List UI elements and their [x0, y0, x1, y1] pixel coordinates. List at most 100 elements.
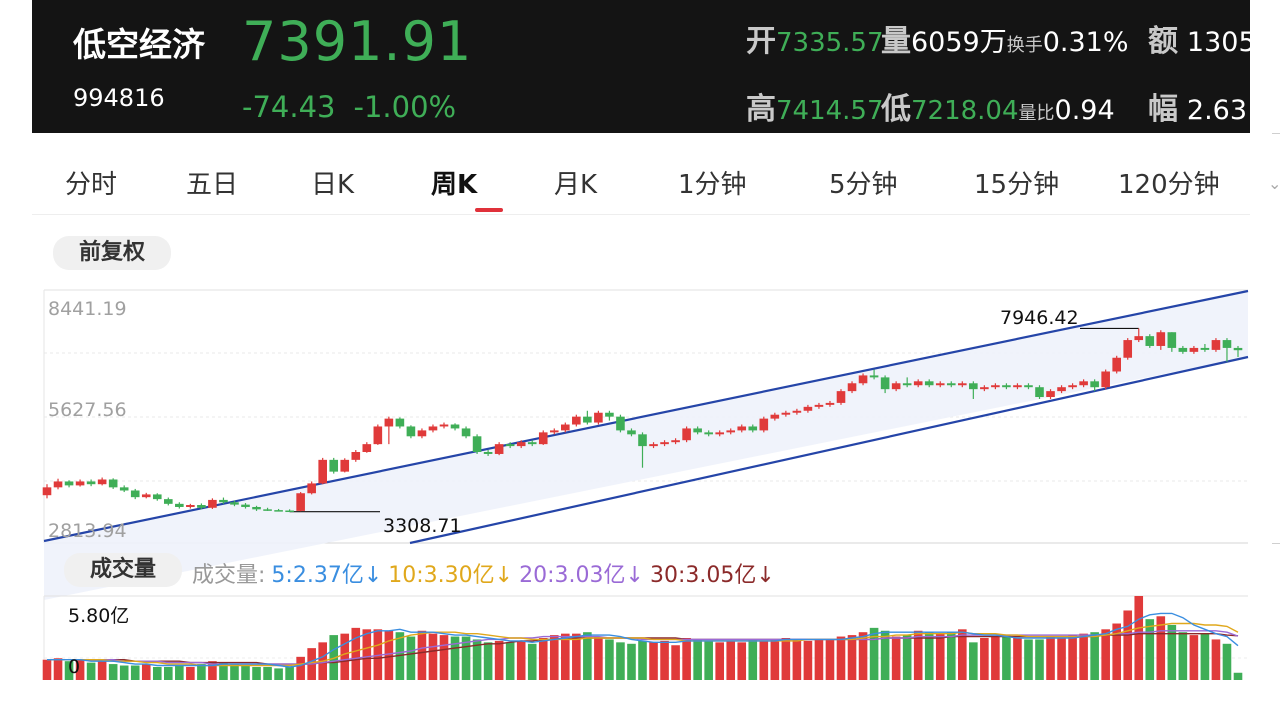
candle-body — [969, 383, 978, 390]
candle-body — [252, 506, 261, 510]
candle-body — [197, 505, 206, 508]
tab-1min[interactable]: 1分钟 — [678, 170, 747, 200]
volume-bar — [152, 666, 162, 680]
candle-body — [1233, 347, 1243, 351]
tab-15min[interactable]: 15分钟 — [974, 170, 1060, 200]
channel-lower-line — [409, 355, 1249, 545]
candle-body — [274, 510, 283, 512]
candle-body — [803, 406, 813, 411]
volume-bar — [627, 643, 636, 680]
candle-body — [1079, 381, 1088, 386]
margin-tick — [1272, 543, 1280, 544]
amplitude-stat: 幅 2.63 — [1148, 84, 1247, 128]
candle-body — [770, 414, 780, 419]
volume-bar — [1046, 636, 1055, 680]
volume-bar — [208, 661, 217, 680]
candle-body — [439, 424, 449, 427]
candle-body — [208, 499, 217, 508]
change-value: -74.43 — [242, 90, 336, 124]
volume-bar — [858, 632, 868, 680]
adjust-button[interactable]: 前复权 — [53, 236, 171, 270]
tab-weekly-k[interactable]: 周K — [431, 170, 478, 200]
low-stat: 低7218.04量比0.94 — [881, 84, 1115, 128]
tab-daily-k[interactable]: 日K — [311, 170, 355, 200]
volume-bar — [902, 635, 912, 680]
volume-bar — [814, 639, 824, 680]
candle-body — [472, 436, 482, 453]
volume-bar — [913, 630, 923, 680]
volume-bar — [880, 630, 890, 680]
volume-bar — [1233, 672, 1243, 680]
volume-bar — [439, 635, 449, 680]
candle-body — [417, 430, 427, 437]
candle-body — [869, 375, 879, 378]
candle-body — [384, 418, 394, 427]
volume-bar — [86, 662, 96, 680]
volume-bar — [1101, 629, 1110, 680]
ma20-legend: 20:3.03亿↓ — [519, 563, 644, 588]
volume-bar — [461, 636, 471, 680]
candle-body — [1046, 391, 1055, 398]
candle-body — [991, 385, 1000, 388]
candle-body — [946, 383, 956, 386]
volume-bar — [583, 632, 592, 680]
volume-bar — [991, 636, 1000, 680]
candle-body — [549, 430, 559, 433]
volume-bar — [1156, 616, 1166, 680]
volume-bar — [340, 633, 350, 680]
margin-tick — [1272, 133, 1280, 134]
volume-bar — [351, 627, 361, 680]
volume-bar — [472, 639, 482, 680]
candle-body — [406, 426, 416, 437]
period-tabs: 分时 五日 日K 周K 月K 1分钟 5分钟 15分钟 120分钟 ⌄ — [32, 146, 1280, 215]
volume-bar — [616, 642, 625, 680]
volume-bar — [175, 665, 184, 680]
candle-body — [141, 494, 151, 498]
low-value: 7218.04 — [911, 96, 1019, 126]
candle-body — [902, 383, 912, 386]
volume-bar — [671, 645, 680, 680]
tab-monthly-k[interactable]: 月K — [554, 170, 598, 200]
volume-bar — [759, 640, 769, 680]
volume-bar — [230, 664, 239, 680]
volume-bar — [527, 643, 537, 680]
open-label: 开 — [746, 24, 776, 59]
candle-body — [1057, 387, 1066, 392]
candle-body — [97, 479, 107, 485]
chevron-down-icon[interactable]: ⌄ — [1268, 174, 1280, 193]
volume-bar — [715, 642, 724, 680]
volume-bar — [594, 636, 603, 680]
volume-bar — [1167, 624, 1177, 680]
candle-body — [726, 430, 736, 433]
candle-body — [748, 426, 758, 431]
volume-bar — [1112, 623, 1121, 680]
tab-five-day[interactable]: 五日 — [186, 170, 239, 200]
volratio-label: 量比 — [1018, 103, 1055, 124]
tab-5min[interactable]: 5分钟 — [829, 170, 898, 200]
volume-bar — [1090, 632, 1099, 680]
high-value: 7414.57 — [776, 96, 884, 126]
current-price: 7391.91 — [242, 10, 473, 73]
candle-body — [505, 444, 515, 447]
channel-upper-line — [43, 289, 1249, 543]
candle-body — [583, 416, 592, 423]
candle-body — [86, 481, 96, 485]
volume-bar — [252, 666, 261, 680]
candle-body — [616, 416, 625, 431]
tab-120min[interactable]: 120分钟 — [1118, 170, 1220, 200]
ma5-legend: 5:2.37亿↓ — [271, 563, 383, 588]
volume-indicator-button[interactable]: 成交量 — [64, 553, 182, 587]
volume-bar — [1057, 638, 1066, 680]
volume-bar — [792, 639, 802, 680]
volume-bar — [274, 668, 283, 680]
candle-body — [958, 383, 967, 386]
ma10-legend: 10:3.30亿↓ — [388, 563, 514, 588]
volume-bar — [958, 629, 967, 680]
candle-body — [1090, 381, 1099, 388]
candle-body — [516, 442, 526, 447]
volume-bar — [417, 630, 427, 680]
tab-intraday[interactable]: 分时 — [65, 170, 118, 200]
volume-bar — [285, 666, 294, 680]
candle-body — [638, 434, 647, 447]
